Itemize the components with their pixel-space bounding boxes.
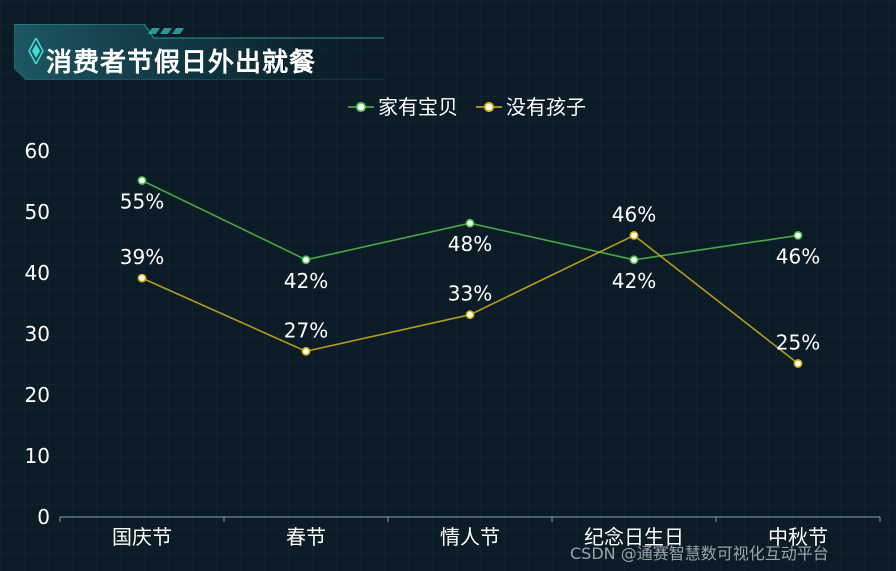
data-label: 46% [776, 244, 820, 268]
x-tick-label: 春节 [286, 525, 326, 549]
chart-title: 消费者节假日外出就餐 [46, 48, 317, 78]
diamond-icon [28, 38, 44, 64]
data-label: 42% [612, 269, 656, 293]
y-tick-label: 40 [25, 261, 50, 285]
data-point[interactable] [793, 359, 803, 368]
legend-label-1[interactable]: 家有宝贝 [378, 95, 458, 119]
data-point[interactable] [465, 310, 475, 320]
x-tick-label: 纪念日生日 [584, 525, 684, 549]
y-tick-label: 60 [25, 139, 50, 163]
data-point[interactable] [301, 255, 311, 265]
legend-marker-2[interactable] [483, 101, 495, 113]
x-tick-label: 情人节 [440, 525, 500, 549]
data-point[interactable] [629, 230, 639, 240]
data-point[interactable] [301, 346, 311, 356]
data-label: 27% [284, 318, 328, 342]
watermark: CSDN @通赛智慧数可视化互动平台 [570, 544, 829, 563]
y-tick-label: 30 [25, 322, 50, 346]
data-label: 42% [284, 269, 328, 293]
data-point[interactable] [793, 230, 803, 240]
data-label: 55% [120, 190, 164, 214]
data-point[interactable] [137, 273, 147, 283]
legend-marker-1[interactable] [355, 101, 367, 113]
data-point[interactable] [629, 255, 639, 265]
x-tick-label: 中秋节 [768, 525, 828, 549]
data-point[interactable] [137, 176, 147, 185]
y-tick-label: 0 [37, 505, 50, 529]
title-panel [14, 24, 384, 80]
y-tick-label: 20 [25, 383, 50, 407]
x-tick-label: 国庆节 [112, 525, 172, 549]
y-tick-label: 50 [25, 200, 50, 224]
y-tick-label: 10 [25, 444, 50, 468]
title-frame [14, 24, 384, 80]
data-label: 48% [448, 232, 492, 256]
data-label: 46% [612, 202, 656, 226]
data-label: 33% [448, 282, 492, 306]
data-label: 39% [120, 245, 164, 269]
data-label: 25% [776, 331, 820, 355]
data-point[interactable] [465, 218, 475, 228]
legend-label-2[interactable]: 没有孩子 [506, 95, 586, 119]
